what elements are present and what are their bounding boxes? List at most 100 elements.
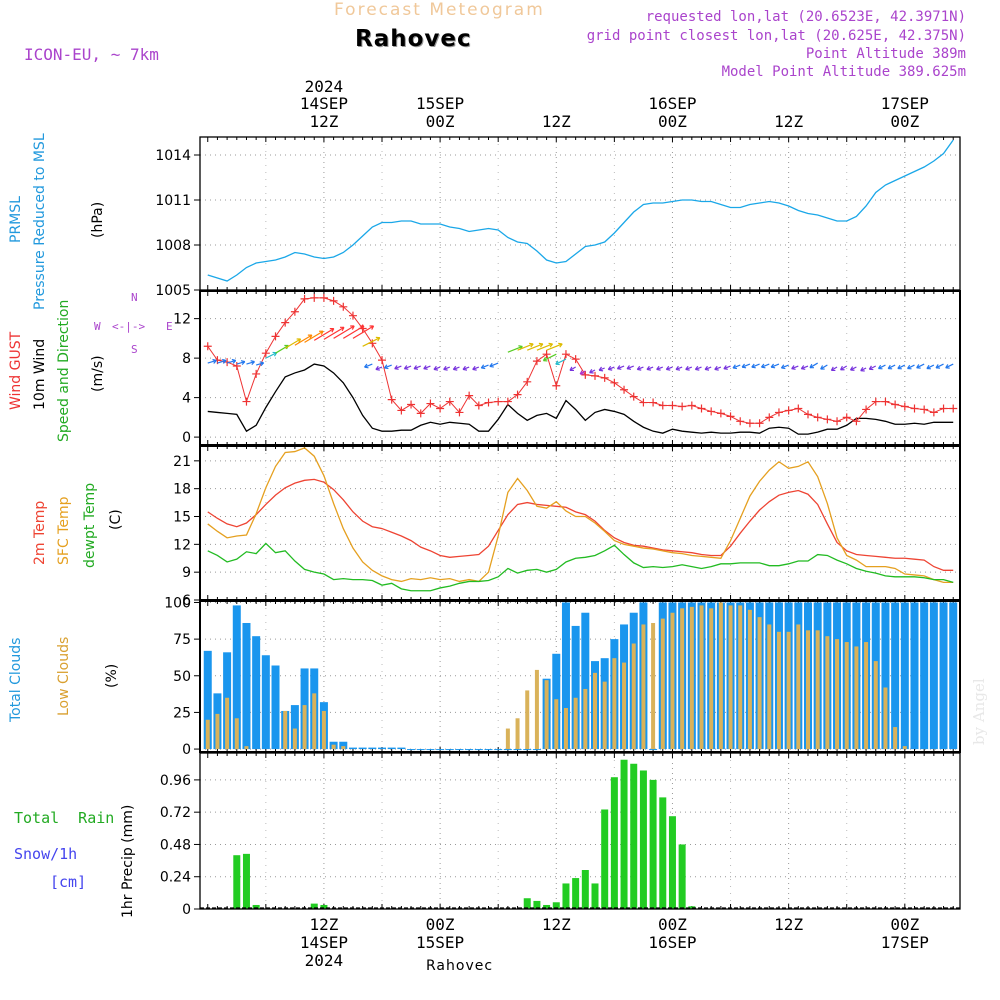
wind-arrow-head: [222, 358, 227, 364]
ytick-label-precipitation: 0.72: [160, 805, 191, 821]
wind-direction-arrow: [751, 363, 760, 368]
wind-arrow-head: [636, 365, 642, 371]
total-cloud-bar: [929, 602, 938, 750]
wind-arrow-head: [877, 364, 883, 370]
top-axis-hour: 00Z: [658, 112, 687, 131]
total-cloud-bar: [232, 605, 241, 750]
wind-arrow-head: [364, 363, 369, 369]
wind-arrow-head: [860, 366, 865, 372]
low-cloud-bar: [825, 636, 830, 750]
wind-direction-arrow: [517, 343, 534, 351]
wind-gust-marker: [900, 402, 909, 411]
wind-arrow-head: [626, 365, 632, 370]
temp-2m-line: [207, 478, 954, 571]
wind-arrow-head: [589, 368, 594, 374]
bottom-axis-date: 17SEP: [881, 933, 929, 952]
wind-arrow-head: [694, 365, 700, 371]
wind-arrow-head: [555, 360, 560, 366]
wind-direction-arrow: [791, 365, 799, 370]
total-cloud-bar: [407, 749, 416, 751]
bottom-axis-hour: 12Z: [309, 915, 338, 934]
wind-gust-marker: [687, 401, 696, 410]
ytick-label-precipitation: 0.96: [160, 773, 191, 789]
total-cloud-bar: [242, 622, 251, 750]
wind-direction-arrow: [207, 359, 217, 364]
wind-arrow-head: [212, 358, 217, 364]
compass-legend: N W <-|-> E S: [90, 291, 173, 361]
wind-arrow-head: [240, 360, 246, 366]
total-cloud-bar: [455, 749, 464, 751]
wind-gust-marker: [929, 408, 938, 417]
precip-bar: [591, 883, 599, 909]
compass-arrows: <-|->: [112, 320, 146, 333]
wind-arrow-head: [607, 365, 613, 371]
total-cloud-bar: [939, 602, 948, 750]
wind-gust-marker: [484, 398, 493, 407]
wind-gust-marker: [310, 293, 319, 302]
wind-direction-arrow: [869, 365, 877, 370]
low-cloud-bar: [670, 612, 675, 750]
low-cloud-bar: [651, 622, 656, 750]
wind-gust-marker: [658, 401, 667, 410]
total-cloud-bar: [920, 602, 929, 750]
bottom-axis-date: 16SEP: [648, 933, 696, 952]
low-cloud-bar: [728, 605, 733, 750]
wind-arrow-head: [945, 364, 950, 369]
top-axis-hour: 12Z: [774, 112, 803, 131]
panel-frame: [199, 445, 961, 601]
compass-s-label: S: [131, 343, 138, 356]
precip-bar: [242, 853, 250, 909]
wind-gust-marker: [871, 397, 880, 406]
wind-gust-marker: [271, 332, 280, 341]
bottom-axis-hour: 00Z: [426, 915, 455, 934]
low-cloud-bar: [225, 697, 230, 750]
wind-arrow-head: [548, 342, 553, 348]
wind-direction-arrow: [284, 338, 301, 349]
ytick-label-pressure: 1014: [155, 148, 191, 164]
total-cloud-bar: [445, 749, 454, 751]
wind-arrow-head: [849, 366, 855, 371]
low-cloud-bar: [525, 690, 530, 750]
wind-direction-arrow: [897, 364, 906, 370]
total-cloud-bar: [465, 749, 474, 751]
wind-arrow-head: [433, 365, 439, 371]
wind-arrow-head: [529, 342, 534, 348]
total-cloud-bar: [261, 655, 270, 750]
low-cloud-bar: [563, 708, 568, 750]
low-cloud-bar: [786, 631, 791, 750]
wind-arrow-head: [579, 370, 585, 375]
precip-bar: [543, 904, 551, 909]
total-cloud-bar: [358, 747, 367, 750]
wind-arrow-head: [259, 361, 265, 367]
wind-direction-arrow: [926, 364, 935, 370]
wind-speed-line: [207, 363, 954, 435]
wind-gust-marker: [242, 397, 251, 406]
wind-direction-arrow: [761, 363, 770, 368]
wind-gust-marker: [465, 391, 474, 400]
wind-arrow-head: [820, 365, 825, 370]
wind-gust-marker: [426, 399, 435, 408]
low-cloud-bar: [883, 687, 888, 750]
wind-direction-arrow: [294, 334, 313, 346]
wind-gust-marker: [649, 398, 658, 407]
wind-direction-arrow: [945, 363, 954, 369]
wind-direction-arrow: [723, 365, 731, 370]
wind-arrow-head: [616, 365, 622, 370]
compass-n-label: N: [131, 291, 138, 304]
total-cloud-bar: [561, 602, 570, 750]
wind-gust-marker: [494, 397, 503, 406]
ytick-label-clouds: 75: [173, 632, 191, 648]
wind-arrow-head: [704, 365, 710, 371]
ytick-label-clouds: 0: [182, 742, 191, 758]
wind-direction-arrow: [626, 365, 634, 370]
compass-w-label: W: [94, 320, 101, 333]
footer-title: Rahovec: [426, 958, 494, 974]
bottom-axis-date: 14SEP: [300, 933, 348, 952]
wind-gust-marker: [736, 417, 745, 426]
wind-arrow-head: [751, 363, 756, 369]
wind-arrow-head: [231, 358, 237, 364]
wind-direction-arrow: [907, 364, 915, 370]
wind-gust-marker: [949, 404, 958, 413]
low-cloud-bar: [747, 609, 752, 750]
ytick-label-clouds: 25: [173, 705, 191, 721]
